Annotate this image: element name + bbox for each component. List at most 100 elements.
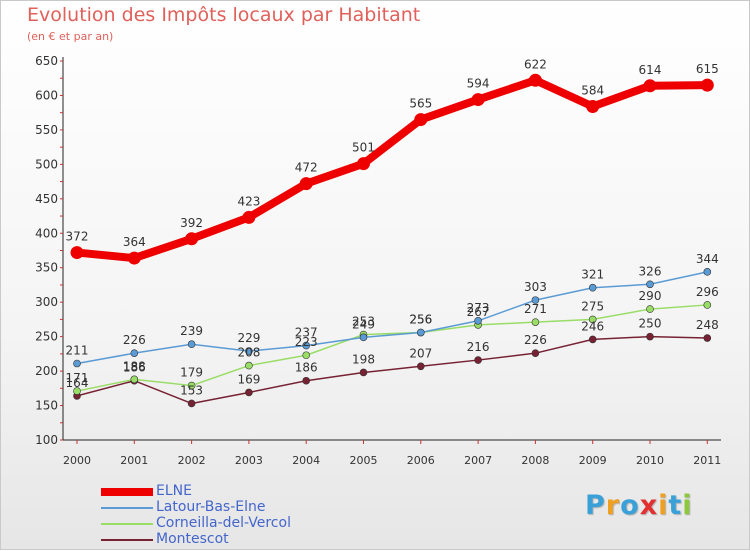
data-point xyxy=(416,328,425,337)
y-tick-label: 450 xyxy=(35,192,58,206)
y-tick-label: 650 xyxy=(35,54,58,68)
data-point xyxy=(588,315,597,324)
data-label: 208 xyxy=(237,346,260,360)
data-label: 216 xyxy=(467,340,490,354)
data-label: 622 xyxy=(524,57,547,71)
logo-letter: r xyxy=(605,490,621,521)
data-label: 584 xyxy=(581,83,604,97)
data-label: 237 xyxy=(295,326,318,340)
data-point xyxy=(531,318,540,326)
data-label: 290 xyxy=(639,289,662,303)
data-label: 296 xyxy=(696,285,719,299)
data-label: 250 xyxy=(639,317,662,331)
legend-label: Latour-Bas-Elne xyxy=(156,499,266,515)
data-point xyxy=(245,388,253,397)
data-label: 271 xyxy=(524,302,547,316)
data-label: 249 xyxy=(352,317,375,331)
data-point xyxy=(588,335,597,344)
data-point xyxy=(187,399,196,408)
data-point xyxy=(703,268,712,276)
data-point xyxy=(73,359,81,368)
data-point xyxy=(588,283,597,292)
data-point xyxy=(130,375,139,384)
data-point xyxy=(130,349,139,357)
data-point xyxy=(528,73,542,87)
x-tick-label: 2001 xyxy=(120,454,148,467)
data-label: 198 xyxy=(352,352,375,366)
data-label: 153 xyxy=(180,383,203,397)
series-line-ELNE xyxy=(73,76,712,263)
series-line-Montescot xyxy=(76,335,709,405)
data-label: 392 xyxy=(180,216,203,230)
data-label: 164 xyxy=(66,376,89,390)
y-tick-label: 200 xyxy=(35,364,58,378)
data-point xyxy=(414,113,428,127)
x-tick-label: 2010 xyxy=(636,454,664,467)
data-point xyxy=(700,78,714,92)
data-label: 303 xyxy=(524,280,547,294)
data-point xyxy=(302,376,311,385)
data-point xyxy=(359,368,368,377)
data-point xyxy=(703,301,712,309)
data-point xyxy=(187,381,196,390)
logo-letter: i xyxy=(682,490,693,521)
data-point xyxy=(302,351,311,360)
x-tick-label: 2011 xyxy=(693,454,721,467)
data-point xyxy=(245,347,253,355)
data-label: 253 xyxy=(352,315,375,329)
x-tick-label: 2000 xyxy=(63,454,91,467)
data-point xyxy=(586,99,600,113)
data-label: 179 xyxy=(180,366,203,380)
data-label: 186 xyxy=(123,361,146,375)
data-point xyxy=(474,316,482,325)
data-point xyxy=(242,210,256,224)
y-tick-label: 250 xyxy=(35,330,58,344)
data-point xyxy=(245,361,253,370)
data-label: 267 xyxy=(467,305,490,319)
data-label: 364 xyxy=(123,235,146,249)
logo-letter: P xyxy=(585,490,606,521)
data-label: 239 xyxy=(180,324,203,338)
logo-letter: i xyxy=(658,490,669,521)
data-label: 501 xyxy=(352,141,375,155)
data-point xyxy=(643,79,657,93)
legend-swatch xyxy=(101,523,153,525)
data-point xyxy=(646,280,654,289)
data-label: 223 xyxy=(295,335,318,349)
legend-swatch xyxy=(101,507,153,509)
legend-swatch xyxy=(101,539,153,541)
data-point xyxy=(299,177,313,191)
data-point xyxy=(73,387,81,395)
x-tick-label: 2009 xyxy=(579,454,607,467)
legend-label: Corneilla-del-Vercol xyxy=(156,515,291,531)
data-point xyxy=(357,157,370,171)
data-label: 423 xyxy=(237,194,260,208)
y-tick-label: 550 xyxy=(35,123,58,137)
data-label: 275 xyxy=(581,299,604,313)
data-label: 614 xyxy=(639,63,662,77)
data-label: 229 xyxy=(237,331,260,345)
chart-subtitle: (en € et par an) xyxy=(27,30,114,43)
series-line-Corneilla-del-Vercol xyxy=(76,304,709,392)
logo-letter: o xyxy=(620,490,640,521)
data-label: 186 xyxy=(295,361,318,375)
data-label: 211 xyxy=(66,344,89,358)
data-label: 273 xyxy=(467,301,490,315)
data-point xyxy=(70,246,84,260)
x-tick-label: 2003 xyxy=(235,454,263,467)
data-label: 615 xyxy=(696,62,719,76)
data-label: 188 xyxy=(123,359,146,373)
legend-label: ELNE xyxy=(156,483,192,499)
data-label: 169 xyxy=(237,372,260,386)
data-point xyxy=(531,349,540,357)
x-tick-label: 2007 xyxy=(464,454,492,467)
y-tick-label: 150 xyxy=(35,399,58,413)
y-tick-label: 500 xyxy=(35,157,58,171)
y-tick-label: 400 xyxy=(35,226,58,240)
data-label: 256 xyxy=(409,313,432,327)
data-label: 207 xyxy=(409,346,432,360)
x-tick-label: 2004 xyxy=(292,454,320,467)
y-tick-label: 350 xyxy=(35,261,58,275)
chart-title: Evolution des Impôts locaux par Habitant xyxy=(27,4,421,26)
